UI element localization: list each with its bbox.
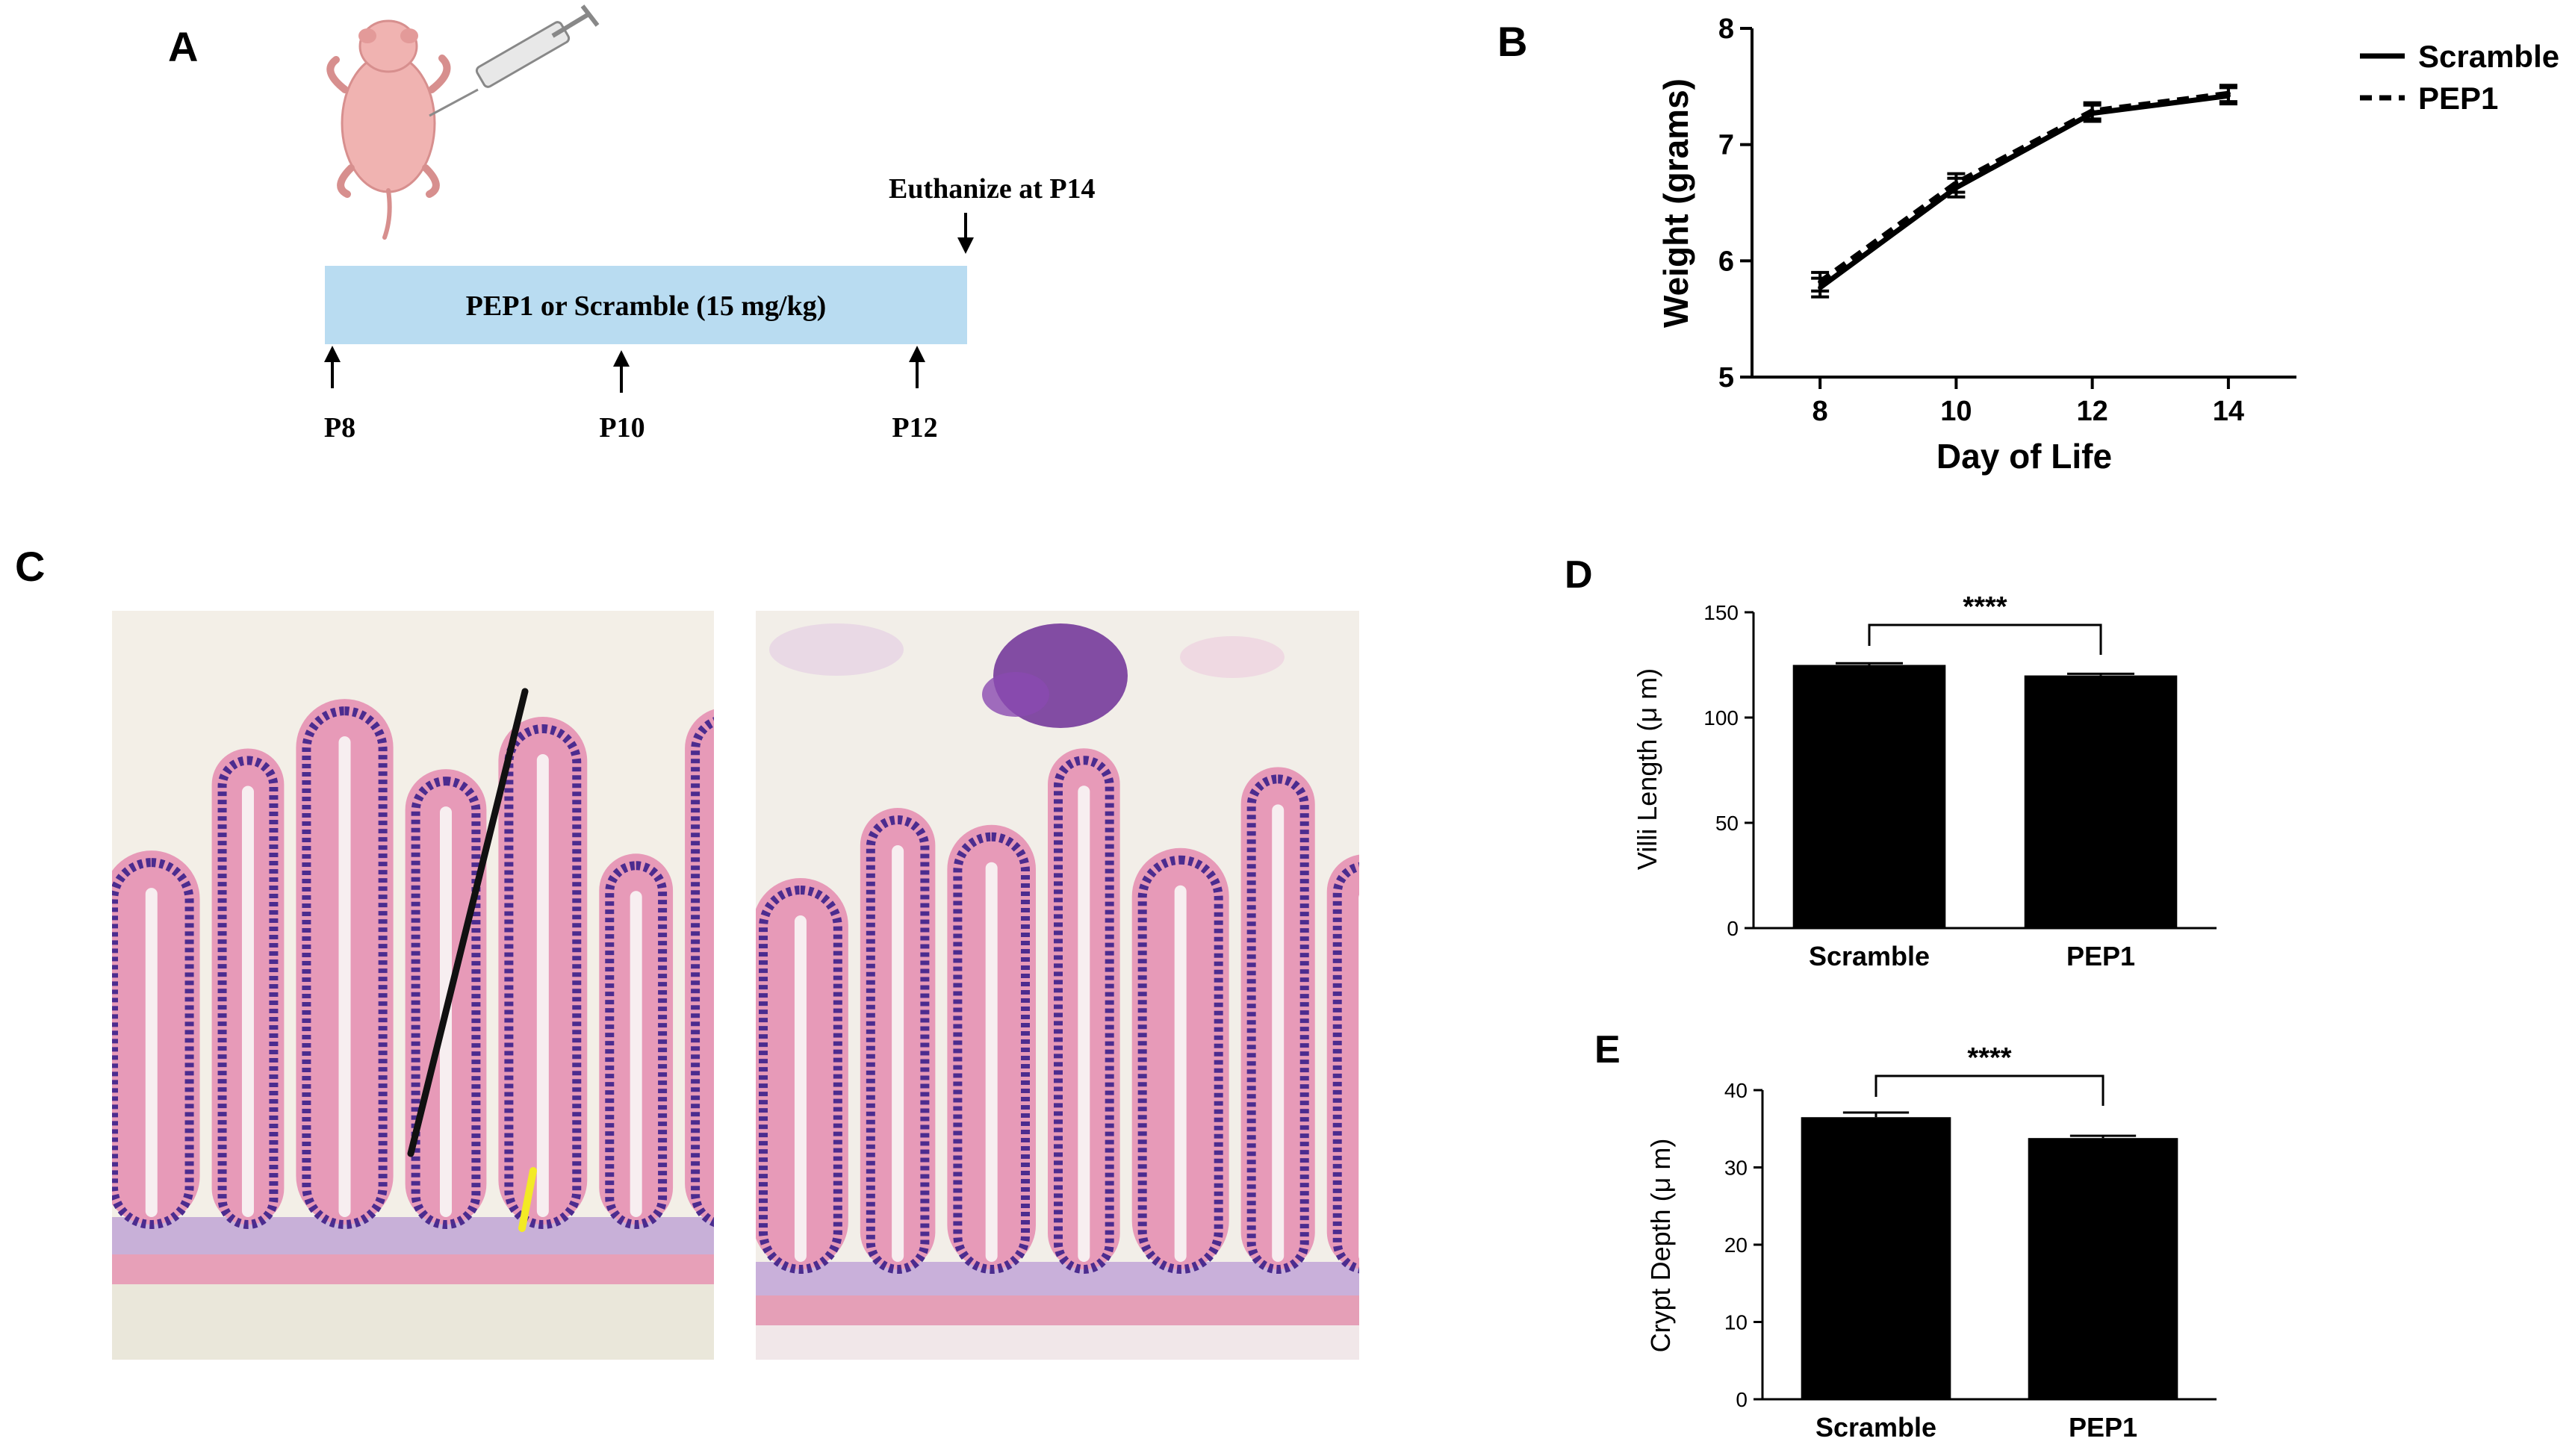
y-axis-label: Villi Length (μ m) bbox=[1632, 668, 1662, 870]
syringe-icon bbox=[429, 4, 600, 117]
villus-nuclei bbox=[302, 706, 388, 1229]
bar bbox=[2028, 1138, 2178, 1399]
series-line-pep1 bbox=[1818, 90, 2229, 284]
x-tick-label: 8 bbox=[1813, 396, 1828, 427]
y-axis-label: Weight (grams) bbox=[1656, 78, 1695, 328]
x-tick-label: Scramble bbox=[1809, 941, 1930, 971]
villus-nuclei bbox=[217, 756, 279, 1229]
y-tick-label: 150 bbox=[1703, 601, 1739, 624]
villus-core bbox=[536, 754, 549, 1217]
panel-d-letter: D bbox=[1565, 553, 1593, 597]
villus-core bbox=[145, 888, 158, 1217]
y-tick-label: 0 bbox=[1736, 1388, 1748, 1411]
y-tick-label: 8 bbox=[1718, 13, 1734, 45]
villus-nuclei bbox=[953, 832, 1031, 1274]
treatment-bar bbox=[325, 266, 967, 344]
y-tick-label: 40 bbox=[1724, 1079, 1748, 1102]
legend-label: PEP1 bbox=[2418, 81, 2498, 116]
arrow-up-icon bbox=[324, 346, 341, 388]
panel-c-letter: C bbox=[15, 543, 45, 590]
y-tick-label: 5 bbox=[1718, 362, 1734, 393]
villus-nuclei bbox=[1246, 774, 1309, 1274]
crypt-depth-bar-chart: 0 10 20 30 40 Scramble PEP1 **** Crypt Depth (μ … bbox=[1645, 1042, 2217, 1443]
villus-core bbox=[1174, 885, 1187, 1262]
data-point bbox=[1954, 181, 1959, 186]
significance-label: **** bbox=[1967, 1042, 2011, 1074]
x-tick-label: PEP1 bbox=[2066, 941, 2135, 971]
x-tick-label: 14 bbox=[2213, 396, 2244, 427]
timeline-panel: PEP1 or Scramble (15 mg/kg) Euthanize at… bbox=[324, 4, 1096, 444]
x-tick-label: 10 bbox=[1940, 396, 1972, 427]
villi-length-bar-chart: 0 50 100 150 Scramble PEP1 **** Villi Length (μ… bbox=[1632, 591, 2217, 971]
villus-core bbox=[892, 845, 904, 1262]
villus-core bbox=[241, 785, 254, 1217]
bar bbox=[1792, 665, 1946, 928]
y-tick-label: 10 bbox=[1724, 1311, 1748, 1334]
treatment-bar-label: PEP1 or Scramble (15 mg/kg) bbox=[466, 290, 827, 322]
villus-nuclei bbox=[112, 858, 194, 1229]
pep1-histology-image bbox=[756, 611, 1359, 1360]
scramble-histology-image bbox=[112, 611, 732, 1360]
x-axis-label: Day of Life bbox=[1936, 437, 2112, 476]
mouse-pup-icon bbox=[326, 19, 451, 240]
villus-nuclei bbox=[866, 815, 930, 1274]
arrow-down-icon bbox=[957, 213, 974, 254]
weight-line-chart: 5 6 7 8 8 10 12 14 Day of Life Weight (grams) Scra… bbox=[1656, 13, 2559, 476]
y-tick-label: 30 bbox=[1724, 1157, 1748, 1180]
series-line-scramble bbox=[1818, 93, 2229, 290]
significance-label: **** bbox=[1963, 591, 2007, 623]
significance-bracket bbox=[1868, 623, 2102, 655]
x-tick-label: Scramble bbox=[1815, 1412, 1936, 1443]
data-point bbox=[2225, 91, 2231, 96]
y-tick-label: 0 bbox=[1727, 917, 1739, 940]
y-axis-label: Crypt Depth (μ m) bbox=[1645, 1139, 1676, 1353]
panel-e-letter: E bbox=[1594, 1028, 1621, 1071]
villus-nuclei bbox=[605, 861, 668, 1230]
villus-nuclei bbox=[1054, 756, 1114, 1274]
y-tick-label: 20 bbox=[1724, 1233, 1748, 1257]
villus-core bbox=[338, 736, 351, 1217]
data-point bbox=[1818, 279, 1823, 284]
y-tick-label: 6 bbox=[1718, 246, 1734, 277]
villus-nuclei bbox=[411, 777, 481, 1230]
y-tick-label: 7 bbox=[1718, 130, 1734, 161]
villus-nuclei bbox=[1332, 862, 1359, 1274]
villus-core bbox=[1272, 804, 1285, 1262]
data-point bbox=[2090, 108, 2095, 113]
villus-core bbox=[985, 862, 998, 1262]
panel-a-letter: A bbox=[168, 23, 198, 70]
crypt-depth-line bbox=[518, 1167, 537, 1232]
x-tick-label: PEP1 bbox=[2069, 1412, 2137, 1443]
day-label: P12 bbox=[892, 412, 937, 444]
day-label: P10 bbox=[599, 412, 644, 444]
villus-nuclei bbox=[504, 724, 582, 1229]
arrow-up-icon bbox=[909, 346, 925, 388]
villus-nuclei bbox=[759, 885, 842, 1274]
legend-label: Scramble bbox=[2418, 39, 2559, 74]
villus-nuclei bbox=[1137, 855, 1223, 1274]
significance-bracket bbox=[1874, 1074, 2105, 1106]
bar bbox=[1801, 1117, 1951, 1399]
y-tick-label: 50 bbox=[1715, 812, 1739, 835]
day-label: P8 bbox=[324, 412, 355, 444]
villus-core bbox=[794, 915, 807, 1262]
villus-core bbox=[1358, 895, 1359, 1259]
villus-core bbox=[630, 891, 642, 1217]
y-tick-label: 100 bbox=[1703, 706, 1739, 729]
bar bbox=[2024, 675, 2178, 928]
euthanize-label: Euthanize at P14 bbox=[889, 173, 1096, 205]
villus-core bbox=[1078, 785, 1090, 1262]
arrow-up-icon bbox=[613, 350, 630, 393]
villus-length-line bbox=[407, 688, 529, 1157]
panel-b-letter: B bbox=[1497, 18, 1527, 65]
villus-core bbox=[720, 744, 732, 1217]
x-tick-label: 12 bbox=[2076, 396, 2107, 427]
